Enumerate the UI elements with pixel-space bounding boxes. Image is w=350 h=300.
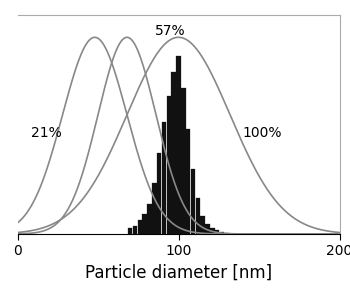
- Bar: [181, 88, 186, 234]
- Bar: [142, 214, 147, 234]
- Bar: [186, 129, 190, 234]
- Bar: [210, 228, 215, 234]
- Text: 21%: 21%: [31, 126, 62, 140]
- Bar: [205, 224, 210, 234]
- Bar: [138, 220, 142, 234]
- Bar: [133, 226, 137, 234]
- Bar: [220, 232, 224, 234]
- Text: 100%: 100%: [243, 126, 282, 140]
- Bar: [128, 228, 132, 234]
- Bar: [152, 183, 156, 234]
- Bar: [147, 204, 152, 234]
- Bar: [201, 216, 205, 234]
- Bar: [196, 197, 200, 234]
- Bar: [162, 122, 166, 234]
- Bar: [191, 169, 195, 234]
- Bar: [157, 153, 161, 234]
- Bar: [176, 56, 181, 234]
- X-axis label: Particle diameter [nm]: Particle diameter [nm]: [85, 264, 272, 282]
- Bar: [172, 72, 176, 234]
- Bar: [225, 233, 229, 234]
- Bar: [167, 96, 171, 234]
- Bar: [215, 230, 219, 234]
- Text: 57%: 57%: [155, 24, 186, 38]
